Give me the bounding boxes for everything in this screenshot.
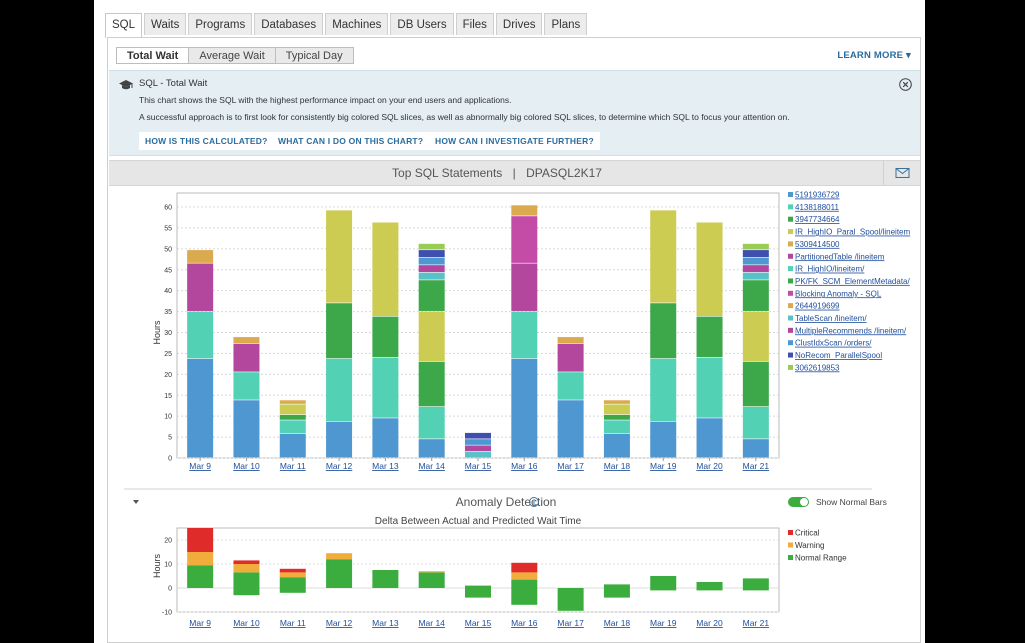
chart-title-separator: |	[512, 166, 516, 180]
info-panel: SQL - Total Wait This chart shows the SQ…	[109, 70, 920, 156]
what-can-i-do-button[interactable]: WHAT CAN I DO ON THIS CHART?	[272, 132, 430, 150]
view-subtabs: Total Wait Average Wait Typical Day	[116, 47, 354, 64]
tab-programs[interactable]: Programs	[188, 13, 253, 35]
subtab-typical-day[interactable]: Typical Day	[274, 47, 354, 64]
tab-drives[interactable]: Drives	[495, 13, 543, 35]
collapse-triangle-icon[interactable]	[133, 500, 139, 504]
subtab-total-wait[interactable]: Total Wait	[116, 47, 190, 64]
tab-waits[interactable]: Waits	[144, 13, 187, 35]
chart-header: Top SQL Statements | DPASQL2K17	[109, 160, 920, 186]
tab-db-users[interactable]: DB Users	[390, 13, 454, 35]
tab-plans[interactable]: Plans	[544, 13, 588, 35]
chart-title-text: Top SQL Statements	[392, 166, 503, 180]
caret-down-icon: ▾	[906, 50, 911, 61]
tab-files[interactable]: Files	[455, 13, 494, 35]
main-tabs: SQL Waits Programs Databases Machines DB User…	[105, 13, 589, 38]
learn-more-label[interactable]: LEARN MORE	[837, 50, 904, 61]
subtab-average-wait[interactable]: Average Wait	[188, 47, 276, 64]
tab-databases[interactable]: Databases	[254, 13, 324, 35]
info-title: SQL - Total Wait	[139, 78, 208, 89]
graduation-cap-icon	[119, 80, 133, 90]
chart-instance-name: DPASQL2K17	[526, 166, 602, 180]
how-calculated-button[interactable]: HOW IS THIS CALCULATED?	[139, 132, 274, 150]
info-approach: A successful approach is to first look f…	[139, 112, 790, 122]
mail-icon	[895, 168, 910, 178]
content-panel: Total Wait Average Wait Typical Day LEARN …	[107, 37, 921, 643]
page: SQL Waits Programs Databases Machines DB User…	[94, 0, 925, 643]
info-description: This chart shows the SQL with the highes…	[139, 95, 512, 105]
chart-title: Top SQL Statements | DPASQL2K17	[109, 166, 885, 180]
tab-machines[interactable]: Machines	[325, 13, 389, 35]
learn-more-link[interactable]: LEARN MORE ▾	[837, 50, 911, 61]
close-icon[interactable]	[899, 78, 912, 91]
email-button[interactable]	[883, 161, 920, 185]
investigate-further-button[interactable]: HOW CAN I INVESTIGATE FURTHER?	[429, 132, 600, 150]
tab-sql[interactable]: SQL	[105, 13, 143, 38]
